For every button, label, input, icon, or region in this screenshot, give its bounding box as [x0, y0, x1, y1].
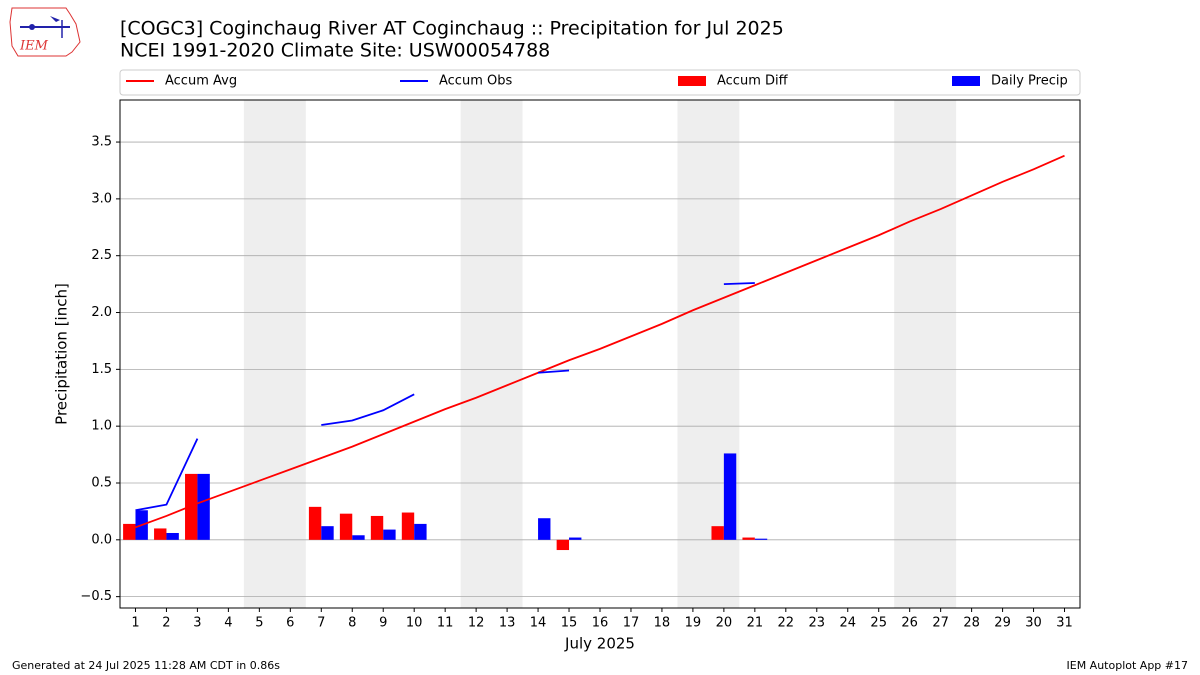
- x-tick-label: 15: [561, 616, 578, 631]
- x-tick-label: 19: [685, 616, 702, 631]
- x-tick-label: 22: [778, 616, 795, 631]
- x-tick-label: 23: [809, 616, 826, 631]
- y-axis-label: Precipitation [inch]: [53, 283, 71, 425]
- bar: [370, 515, 384, 540]
- legend-swatch: [678, 76, 706, 86]
- x-tick-label: 2: [162, 616, 170, 631]
- bar: [321, 526, 334, 540]
- x-tick-label: 30: [1025, 616, 1042, 631]
- x-tick-label: 25: [870, 616, 887, 631]
- bar: [308, 506, 322, 540]
- legend-swatch: [952, 76, 980, 86]
- x-tick-label: 6: [286, 616, 294, 631]
- bar: [352, 535, 365, 540]
- x-tick-label: 28: [963, 616, 980, 631]
- y-tick-label: 3.0: [91, 191, 112, 206]
- bar: [401, 512, 415, 540]
- x-tick-label: 1: [131, 616, 139, 631]
- weekend-shade: [243, 100, 306, 608]
- legend-box: [119, 69, 1081, 96]
- plot-frame: [119, 99, 1081, 609]
- x-tick-label: 31: [1056, 616, 1073, 631]
- y-tick-label: 2.5: [91, 248, 112, 263]
- y-tick-label: 0.5: [91, 475, 112, 490]
- x-tick-label: 5: [255, 616, 263, 631]
- x-tick-label: 29: [994, 616, 1011, 631]
- x-tick-label: 26: [901, 616, 918, 631]
- x-axis-label: July 2025: [564, 635, 635, 653]
- footer-left: Generated at 24 Jul 2025 11:28 AM CDT in…: [12, 659, 280, 672]
- bar: [166, 532, 179, 540]
- x-tick-label: 14: [530, 616, 547, 631]
- legend-label: Daily Precip: [991, 74, 1068, 89]
- legend-label: Accum Avg: [165, 74, 237, 89]
- x-tick-label: 7: [317, 616, 325, 631]
- x-tick-label: 12: [468, 616, 485, 631]
- y-tick-label: 3.5: [91, 135, 112, 150]
- line: [135, 282, 755, 512]
- bar: [742, 537, 755, 540]
- x-tick-label: 16: [592, 616, 609, 631]
- x-tick-label: 9: [379, 616, 387, 631]
- x-tick-label: 27: [932, 616, 949, 631]
- bar: [569, 537, 582, 540]
- y-tick-label: −0.5: [80, 589, 112, 604]
- footer-right: IEM Autoplot App #17: [1067, 659, 1189, 672]
- y-tick-label: 1.0: [91, 419, 112, 434]
- weekend-shade: [460, 100, 523, 608]
- weekend-shade: [894, 100, 957, 608]
- bar: [754, 538, 768, 540]
- x-tick-label: 24: [839, 616, 856, 631]
- x-tick-label: 8: [348, 616, 356, 631]
- x-tick-label: 21: [747, 616, 764, 631]
- bar: [414, 523, 427, 540]
- bar: [723, 453, 737, 540]
- x-tick-label: 20: [716, 616, 733, 631]
- chart-title: [COGC3] Coginchaug River AT Coginchaug :…: [120, 18, 784, 40]
- bar: [383, 529, 396, 540]
- line: [135, 154, 1065, 529]
- logo-text: IEM: [19, 39, 49, 54]
- x-tick-label: 11: [437, 616, 454, 631]
- bar: [538, 518, 551, 540]
- legend-label: Accum Obs: [439, 74, 512, 89]
- y-tick-label: 0.0: [91, 532, 112, 547]
- x-tick-label: 4: [224, 616, 232, 631]
- x-tick-label: 18: [654, 616, 671, 631]
- y-tick-label: 1.5: [91, 362, 112, 377]
- bar: [154, 528, 167, 540]
- legend-label: Accum Diff: [717, 74, 789, 89]
- bar: [711, 526, 724, 540]
- x-tick-label: 13: [499, 616, 516, 631]
- bar: [197, 473, 210, 540]
- y-tick-label: 2.0: [91, 305, 112, 320]
- bar: [123, 523, 136, 540]
- x-tick-label: 17: [623, 616, 640, 631]
- x-tick-label: 10: [406, 616, 423, 631]
- bar: [556, 539, 570, 551]
- chart-subtitle: NCEI 1991-2020 Climate Site: USW00054788: [120, 40, 550, 62]
- bar: [339, 513, 353, 540]
- logo: IEM: [9, 7, 81, 57]
- x-tick-label: 3: [193, 616, 201, 631]
